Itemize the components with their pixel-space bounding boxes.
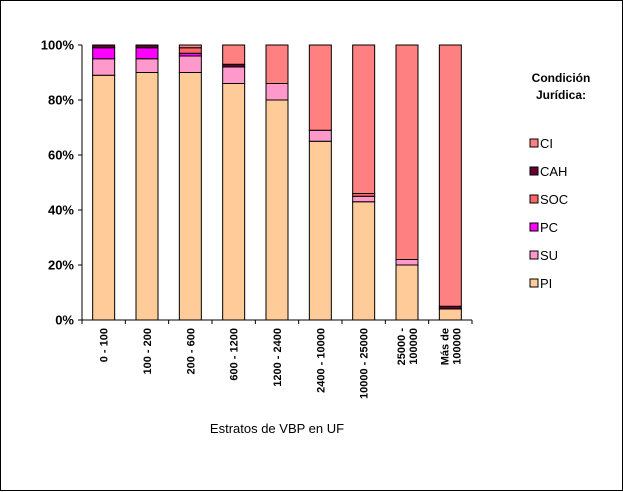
bars-group xyxy=(92,44,462,321)
bar-segment-ci xyxy=(222,44,246,65)
y-tick-label: 20% xyxy=(48,258,74,273)
bar-segment-pi xyxy=(352,201,376,321)
legend-swatch xyxy=(529,194,539,204)
y-tick-label: 40% xyxy=(48,203,74,218)
bar-segment-pc xyxy=(92,47,116,60)
bar-segment-su xyxy=(265,83,289,101)
bar-segment-pi xyxy=(178,72,202,321)
bar-segment-pi xyxy=(92,74,116,321)
bar-segment-ci xyxy=(178,44,202,49)
x-tick-label: 1200 - 2400 xyxy=(272,328,284,387)
x-tick-label: 100000 xyxy=(408,328,420,365)
x-tick-label: 2400 - 10000 xyxy=(315,328,327,393)
legend-title: Condición xyxy=(532,71,591,85)
y-ticks-group: 0% 20% 40% 60% 80% 100% xyxy=(41,38,82,328)
legend-swatch xyxy=(529,250,539,260)
bar-segment-su xyxy=(135,58,159,73)
bar-segment-pi xyxy=(265,99,289,321)
bar-segment-pi xyxy=(222,83,246,321)
x-tick-label: 25000 - xyxy=(396,328,408,366)
legend-label: SU xyxy=(540,248,558,263)
legend: Condición Jurídica: CI CAH SOC PC SU PI xyxy=(529,71,591,291)
x-tick-label: 0 - 100 xyxy=(99,328,111,362)
legend-swatch xyxy=(529,278,539,288)
x-tick-label: 200 - 600 xyxy=(185,328,197,374)
bar-segment-pi xyxy=(438,308,462,321)
legend-label: SOC xyxy=(540,192,568,207)
x-tick-label: 600 - 1200 xyxy=(229,328,241,381)
legend-swatch xyxy=(529,222,539,232)
bar-segment-su xyxy=(395,259,419,266)
x-tick-label: 100 - 200 xyxy=(142,328,154,374)
bar-segment-cah xyxy=(135,44,159,49)
bar-segment-cah xyxy=(92,44,116,49)
bar-segment-soc xyxy=(178,47,202,54)
legend-title: Jurídica: xyxy=(536,88,586,102)
bar-segment-ci xyxy=(352,44,376,194)
bar-segment-pi xyxy=(308,140,332,321)
legend-label: PC xyxy=(540,220,558,235)
y-tick-label: 100% xyxy=(41,38,75,53)
bar-segment-su xyxy=(352,195,376,203)
bar-segment-ci xyxy=(438,44,462,307)
bar-segment-su xyxy=(222,66,246,84)
x-ticks-group: 0 - 100 100 - 200 200 - 600 600 - 1200 1200 … xyxy=(81,320,473,399)
legend-swatch xyxy=(529,166,539,176)
y-tick-label: 60% xyxy=(48,148,74,163)
bar-segment-ci xyxy=(395,44,419,260)
legend-label: CI xyxy=(540,136,553,151)
x-axis-title: Estratos de VBP en UF xyxy=(210,421,344,436)
bar-segment-su xyxy=(92,58,116,76)
bar-segment-pi xyxy=(135,72,159,321)
legend-label: CAH xyxy=(540,164,567,179)
bar-segment-pi xyxy=(395,264,419,321)
x-tick-label: Más de xyxy=(439,328,451,365)
legend-label: PI xyxy=(540,276,552,291)
bar-segment-su xyxy=(308,129,332,142)
bar-segment-su xyxy=(178,55,202,73)
y-tick-label: 80% xyxy=(48,93,74,108)
bar-segment-ci xyxy=(265,44,289,84)
legend-swatch xyxy=(529,138,539,148)
bar-segment-ci xyxy=(308,44,332,131)
y-tick-label: 0% xyxy=(55,313,74,328)
bar-segment-pc xyxy=(135,47,159,60)
x-tick-label: 100000 xyxy=(451,328,463,365)
x-tick-label: 10000 - 25000 xyxy=(359,328,371,399)
